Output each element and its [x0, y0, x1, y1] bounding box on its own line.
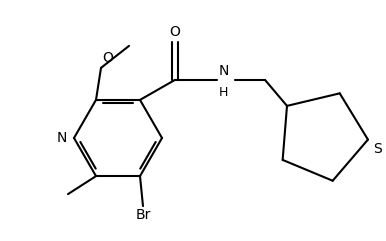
Text: O: O [169, 25, 180, 39]
Text: H: H [219, 86, 229, 99]
Text: S: S [373, 142, 382, 156]
Text: Br: Br [135, 208, 151, 222]
Text: O: O [102, 51, 113, 65]
Text: N: N [57, 131, 67, 145]
Text: N: N [219, 64, 229, 78]
